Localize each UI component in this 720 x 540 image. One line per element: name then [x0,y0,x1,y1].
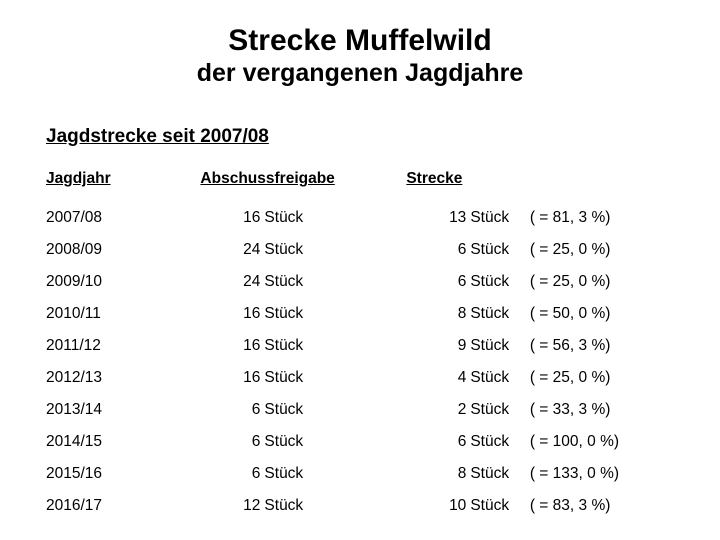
cell-abschuss: 6Stück [200,394,406,426]
table-row: 2012/1316Stück4Stück( = 25, 0 %) [46,362,674,394]
strecke-value: 8 [406,465,466,483]
unit-label: Stück [466,209,509,226]
section-heading: Jagdstrecke seit 2007/08 [46,126,674,148]
page-subtitle: der vergangenen Jagdjahre [46,59,674,88]
unit-label: Stück [260,369,303,386]
abschuss-value: 12 [200,497,260,515]
unit-label: Stück [260,273,303,290]
cell-strecke: 6Stück [406,266,530,298]
abschuss-value: 16 [200,337,260,355]
table-row: 2007/0816Stück13Stück( = 81, 3 %) [46,202,674,234]
cell-percent: ( = 100, 0 %) [530,426,674,458]
unit-label: Stück [466,433,509,450]
cell-strecke: 13Stück [406,202,530,234]
strecke-value: 13 [406,209,466,227]
cell-strecke: 4Stück [406,362,530,394]
table-row: 2011/1216Stück9Stück( = 56, 3 %) [46,330,674,362]
unit-label: Stück [260,305,303,322]
unit-label: Stück [466,369,509,386]
cell-percent: ( = 50, 0 %) [530,298,674,330]
unit-label: Stück [260,401,303,418]
table-row: 2008/0924Stück6Stück( = 25, 0 %) [46,234,674,266]
abschuss-value: 6 [200,401,260,419]
cell-percent: ( = 133, 0 %) [530,458,674,490]
abschuss-value: 16 [200,369,260,387]
cell-abschuss: 6Stück [200,458,406,490]
col-header-abschuss: Abschussfreigabe [200,170,406,202]
strecke-value: 9 [406,337,466,355]
unit-label: Stück [260,433,303,450]
table-row: 2014/156Stück6Stück( = 100, 0 %) [46,426,674,458]
table-header-row: Jagdjahr Abschussfreigabe Strecke [46,170,674,202]
cell-strecke: 10Stück [406,490,530,522]
cell-percent: ( = 25, 0 %) [530,362,674,394]
cell-year: 2011/12 [46,330,200,362]
cell-year: 2016/17 [46,490,200,522]
cell-year: 2015/16 [46,458,200,490]
strecke-value: 8 [406,305,466,323]
cell-strecke: 6Stück [406,426,530,458]
cell-year: 2010/11 [46,298,200,330]
cell-strecke: 8Stück [406,458,530,490]
abschuss-value: 16 [200,209,260,227]
abschuss-value: 24 [200,241,260,259]
unit-label: Stück [466,273,509,290]
unit-label: Stück [466,305,509,322]
table-row: 2009/1024Stück6Stück( = 25, 0 %) [46,266,674,298]
unit-label: Stück [466,337,509,354]
strecke-value: 6 [406,433,466,451]
abschuss-value: 16 [200,305,260,323]
strecke-value: 4 [406,369,466,387]
cell-abschuss: 16Stück [200,298,406,330]
cell-abschuss: 24Stück [200,266,406,298]
cell-percent: ( = 25, 0 %) [530,266,674,298]
cell-percent: ( = 25, 0 %) [530,234,674,266]
cell-strecke: 8Stück [406,298,530,330]
unit-label: Stück [260,465,303,482]
unit-label: Stück [260,241,303,258]
unit-label: Stück [466,241,509,258]
abschuss-value: 24 [200,273,260,291]
abschuss-value: 6 [200,433,260,451]
hunting-table: Jagdjahr Abschussfreigabe Strecke 2007/0… [46,170,674,522]
cell-year: 2008/09 [46,234,200,266]
table-row: 2016/1712Stück10Stück( = 83, 3 %) [46,490,674,522]
cell-strecke: 2Stück [406,394,530,426]
strecke-value: 10 [406,497,466,515]
cell-year: 2014/15 [46,426,200,458]
cell-year: 2013/14 [46,394,200,426]
cell-percent: ( = 33, 3 %) [530,394,674,426]
unit-label: Stück [260,209,303,226]
cell-year: 2007/08 [46,202,200,234]
cell-abschuss: 6Stück [200,426,406,458]
col-header-strecke: Strecke [406,170,674,202]
cell-strecke: 6Stück [406,234,530,266]
cell-percent: ( = 83, 3 %) [530,490,674,522]
strecke-value: 6 [406,273,466,291]
cell-strecke: 9Stück [406,330,530,362]
cell-year: 2012/13 [46,362,200,394]
page-title: Strecke Muffelwild [46,24,674,57]
cell-percent: ( = 81, 3 %) [530,202,674,234]
table-row: 2015/166Stück8Stück( = 133, 0 %) [46,458,674,490]
abschuss-value: 6 [200,465,260,483]
cell-abschuss: 16Stück [200,202,406,234]
cell-abschuss: 12Stück [200,490,406,522]
col-header-year: Jagdjahr [46,170,200,202]
cell-percent: ( = 56, 3 %) [530,330,674,362]
table-row: 2013/146Stück2Stück( = 33, 3 %) [46,394,674,426]
unit-label: Stück [466,401,509,418]
cell-abschuss: 16Stück [200,362,406,394]
unit-label: Stück [466,497,509,514]
cell-abschuss: 16Stück [200,330,406,362]
cell-year: 2009/10 [46,266,200,298]
cell-abschuss: 24Stück [200,234,406,266]
table-row: 2010/1116Stück8Stück( = 50, 0 %) [46,298,674,330]
unit-label: Stück [260,337,303,354]
unit-label: Stück [466,465,509,482]
strecke-value: 2 [406,401,466,419]
strecke-value: 6 [406,241,466,259]
unit-label: Stück [260,497,303,514]
